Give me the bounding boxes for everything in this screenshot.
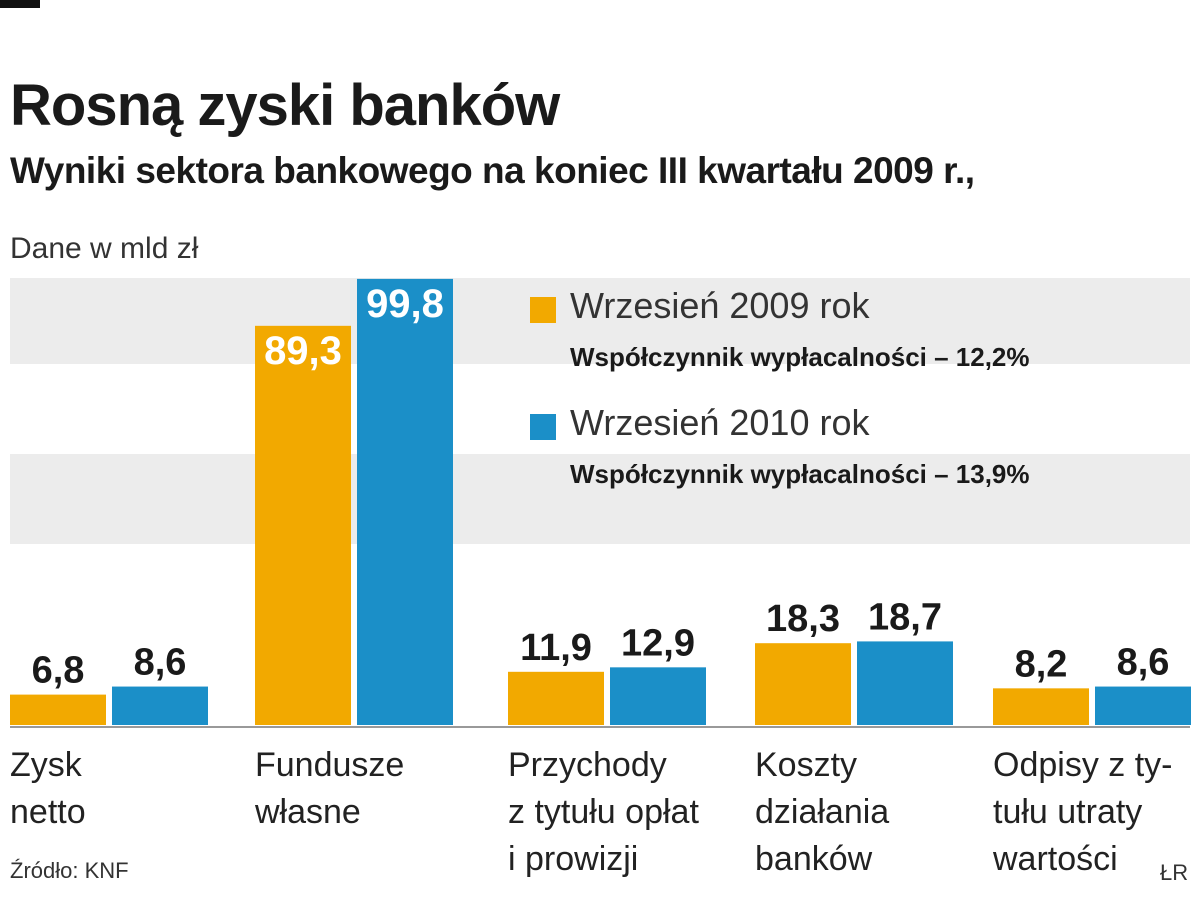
legend-swatch-2010: [530, 414, 556, 440]
legend-note-2009: Współczynnik wypłacalności – 12,2%: [570, 342, 1030, 372]
category-label: Fundusze własne: [255, 746, 405, 831]
bar-2009: [755, 643, 851, 725]
bar-value-label: 99,8: [366, 282, 444, 326]
bar-value-label: 89,3: [264, 329, 342, 373]
bar-value-label: 12,9: [621, 622, 695, 664]
bar-2010: [112, 686, 208, 725]
grid-band: [10, 278, 1190, 364]
credit-mark: ŁR: [1160, 860, 1189, 885]
category-label: Koszty działania banków: [755, 746, 890, 878]
bar-2009: [508, 671, 604, 725]
category-label: Odpisy z ty- tułu utraty wartości: [993, 746, 1173, 878]
bar-value-label: 6,8: [32, 650, 85, 692]
bar-2009: [10, 694, 106, 725]
bar-value-label: 8,2: [1015, 643, 1068, 685]
chart-subtitle: Wyniki sektora bankowego na koniec III k…: [10, 150, 975, 191]
bar-2009: [255, 325, 351, 725]
bar-2010: [357, 278, 453, 725]
bar-value-label: 8,6: [134, 642, 187, 684]
units-note: Dane w mld zł: [10, 232, 199, 265]
bar-value-label: 18,3: [766, 598, 840, 640]
bar-value-label: 8,6: [1117, 642, 1170, 684]
bar-2010: [610, 667, 706, 725]
legend-note-2010: Współczynnik wypłacalności – 13,9%: [570, 459, 1030, 489]
bar-2010: [857, 641, 953, 725]
category-label: Przychody z tytułu opłat i prowizji: [508, 746, 699, 878]
bar-2009: [993, 688, 1089, 725]
category-label: Zysk netto: [10, 746, 86, 831]
legend-swatch-2009: [530, 297, 556, 323]
chart-title: Rosną zyski banków: [10, 73, 560, 138]
bar-2010: [1095, 686, 1191, 725]
legend-label-2009: Wrzesień 2009 rok: [570, 285, 870, 326]
grid-band: [10, 454, 1190, 544]
bar-value-label: 18,7: [868, 596, 942, 638]
corner-mark: [0, 0, 40, 8]
legend-label-2010: Wrzesień 2010 rok: [570, 402, 870, 443]
bar-value-label: 11,9: [520, 627, 592, 669]
source-note: Źródło: KNF: [10, 858, 129, 883]
